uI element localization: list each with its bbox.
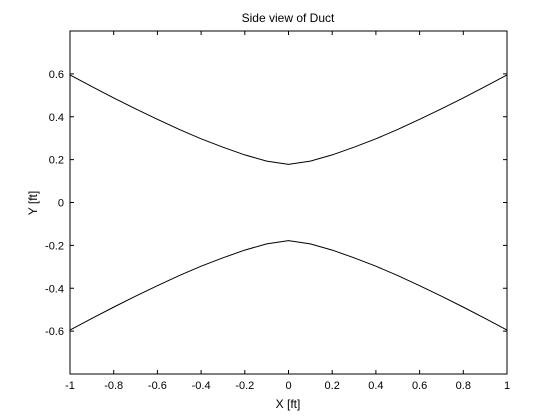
y-tick-label: 0.6 bbox=[49, 69, 64, 81]
y-tick-label: -0.6 bbox=[45, 326, 64, 338]
chart-title: Side view of Duct bbox=[242, 11, 335, 25]
x-tick-label: 0.4 bbox=[368, 380, 383, 392]
plot-area: -1 -0.8 -0.6 -0.4 -0.2 0 0.2 0.4 0.6 0.8 1 -0.6 -0.4… bbox=[45, 30, 510, 392]
x-tick-label: -0.6 bbox=[148, 380, 167, 392]
x-tick-label: 1 bbox=[504, 380, 510, 392]
x-tick-label: 0.8 bbox=[456, 380, 471, 392]
x-axis-title: X [ft] bbox=[276, 397, 301, 411]
y-tick-label: -0.4 bbox=[45, 283, 64, 295]
x-tick-label: 0.6 bbox=[412, 380, 427, 392]
x-tick-label: 0.2 bbox=[325, 380, 340, 392]
y-tick-label: 0.2 bbox=[49, 155, 64, 167]
x-tick-label: -0.4 bbox=[192, 380, 211, 392]
axes-box bbox=[69, 30, 508, 375]
y-tick-label: 0 bbox=[58, 198, 64, 210]
x-tick-label: -1 bbox=[65, 380, 75, 392]
y-tick-label: -0.2 bbox=[45, 240, 64, 252]
x-tick-label: -0.2 bbox=[235, 380, 254, 392]
lower-wall-line bbox=[69, 240, 508, 331]
y-axis-title: Y [ft] bbox=[26, 191, 40, 215]
x-tick-label: 0 bbox=[285, 380, 291, 392]
y-tick-label: 0.4 bbox=[49, 112, 64, 124]
x-tick-label: -0.8 bbox=[104, 380, 123, 392]
upper-wall-line bbox=[69, 74, 508, 165]
